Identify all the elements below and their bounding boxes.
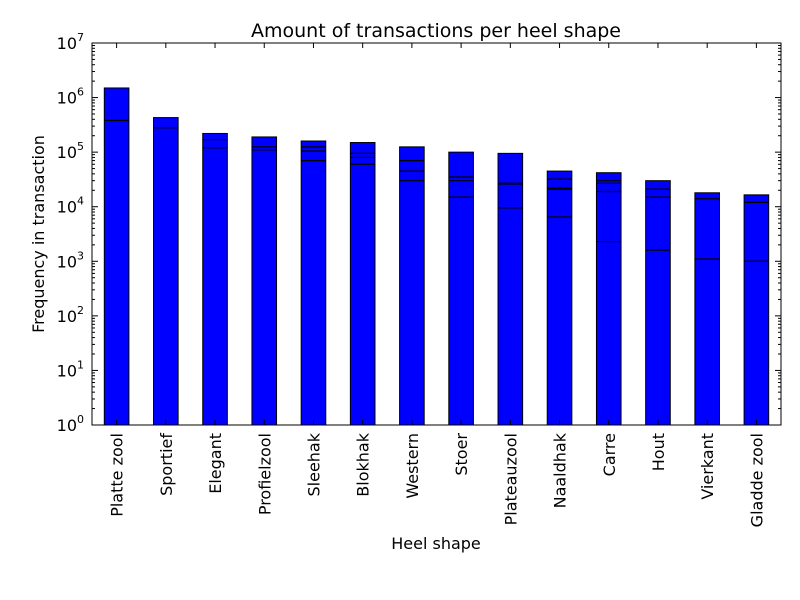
bar xyxy=(300,140,327,426)
x-tick-label: Blokhak xyxy=(354,432,373,496)
x-tick-label: Stoer xyxy=(452,433,471,476)
y-tick-label: 100 xyxy=(57,413,84,435)
bar xyxy=(103,87,130,426)
y-tick-label: 104 xyxy=(57,195,84,217)
x-axis-ticks: Platte zool Sportief Elegant Profielzool Sle… xyxy=(108,43,766,527)
x-tick-label: Elegant xyxy=(206,433,225,494)
chart-title: Amount of transactions per heel shape xyxy=(251,20,621,42)
bar xyxy=(497,152,524,426)
x-axis-label: Heel shape xyxy=(391,534,481,553)
x-tick-label: Hout xyxy=(649,433,668,471)
bar xyxy=(349,142,376,426)
bar xyxy=(399,146,425,426)
y-tick-label: 101 xyxy=(57,358,84,380)
x-tick-label: Plateauzool xyxy=(501,433,520,525)
y-tick-label: 106 xyxy=(57,86,84,108)
bar xyxy=(153,117,179,426)
x-tick-label: Platte zool xyxy=(108,433,127,517)
plot-frame xyxy=(91,42,782,426)
y-tick-label: 103 xyxy=(57,249,84,271)
x-tick-label: Vierkant xyxy=(698,433,717,500)
bar xyxy=(645,180,671,426)
x-tick-label: Naaldhak xyxy=(551,432,570,508)
y-tick-label: 107 xyxy=(57,31,84,53)
x-tick-label: Profielzool xyxy=(255,433,274,515)
y-tick-label: 102 xyxy=(57,304,84,326)
bar xyxy=(251,136,278,426)
bar xyxy=(694,192,720,426)
x-tick-label: Gladde zool xyxy=(747,433,766,527)
bar xyxy=(546,170,573,426)
bar xyxy=(595,172,622,426)
x-tick-label: Sportief xyxy=(157,433,176,496)
x-tick-label: Carre xyxy=(600,433,619,476)
bar xyxy=(743,194,770,426)
y-axis-label: Frequency in transaction xyxy=(29,135,48,333)
bars-group xyxy=(103,87,770,426)
bar xyxy=(202,132,228,426)
x-tick-label: Sleehak xyxy=(304,432,323,496)
x-tick-label: Western xyxy=(403,433,422,499)
bar xyxy=(448,151,474,426)
y-tick-label: 105 xyxy=(57,140,84,162)
